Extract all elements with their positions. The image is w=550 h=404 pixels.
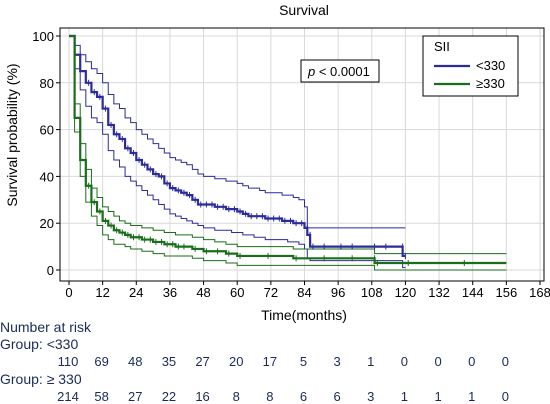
- x-tick-label: 36: [163, 285, 177, 300]
- legend-label-group2: ≥330: [476, 76, 505, 91]
- chart-title: Survival: [279, 2, 329, 18]
- x-tick-label: 60: [230, 285, 244, 300]
- y-tick-label: 60: [40, 123, 54, 138]
- y-axis: 0 20 40 60 80 100: [32, 29, 60, 278]
- survival-curve-group2: [69, 34, 507, 265]
- p-symbol: p: [307, 64, 315, 79]
- x-axis-title: Time(months): [261, 307, 347, 323]
- x-tick-label: 0: [65, 285, 72, 300]
- x-tick-label: 120: [395, 285, 417, 300]
- ci-upper-group2: [69, 35, 507, 255]
- plot-frame: [59, 27, 545, 282]
- p-value: < 0.0001: [315, 64, 370, 79]
- y-tick-label: 0: [47, 263, 54, 278]
- x-tick-label: 156: [496, 285, 518, 300]
- x-tick-label: 12: [95, 285, 109, 300]
- ci-lower-group2: [69, 35, 507, 271]
- p-value-annotation: p < 0.0001: [300, 59, 380, 83]
- x-axis: 0 12 24 36 48 60 72 84 96 108 120 132 144 156 168: [65, 281, 550, 300]
- x-tick-label: 132: [428, 285, 450, 300]
- x-tick-label: 24: [129, 285, 143, 300]
- ci-upper-group1: [69, 35, 406, 229]
- x-tick-label: 72: [264, 285, 278, 300]
- x-tick-label: 48: [196, 285, 210, 300]
- survival-curves: [69, 34, 507, 266]
- y-axis-title: Survival probability (%): [4, 63, 20, 206]
- p-value-text: p < 0.0001: [307, 64, 370, 79]
- y-tick-label: 40: [40, 169, 54, 184]
- y-tick-label: 80: [40, 76, 54, 91]
- legend-label-group1: <330: [476, 58, 505, 73]
- x-tick-label: 96: [331, 285, 345, 300]
- y-tick-label: 20: [40, 216, 54, 231]
- x-tick-label: 84: [297, 285, 311, 300]
- y-tick-label: 100: [32, 29, 54, 44]
- p-value-box: [300, 59, 380, 83]
- x-tick-label: 108: [361, 285, 383, 300]
- legend: SII <330 ≥330: [422, 35, 519, 97]
- confidence-bands: [69, 35, 507, 271]
- x-tick-label: 144: [462, 285, 484, 300]
- x-tick-label: 168: [529, 285, 550, 300]
- legend-title: SII: [434, 39, 450, 54]
- ci-lower-group1: [69, 35, 406, 269]
